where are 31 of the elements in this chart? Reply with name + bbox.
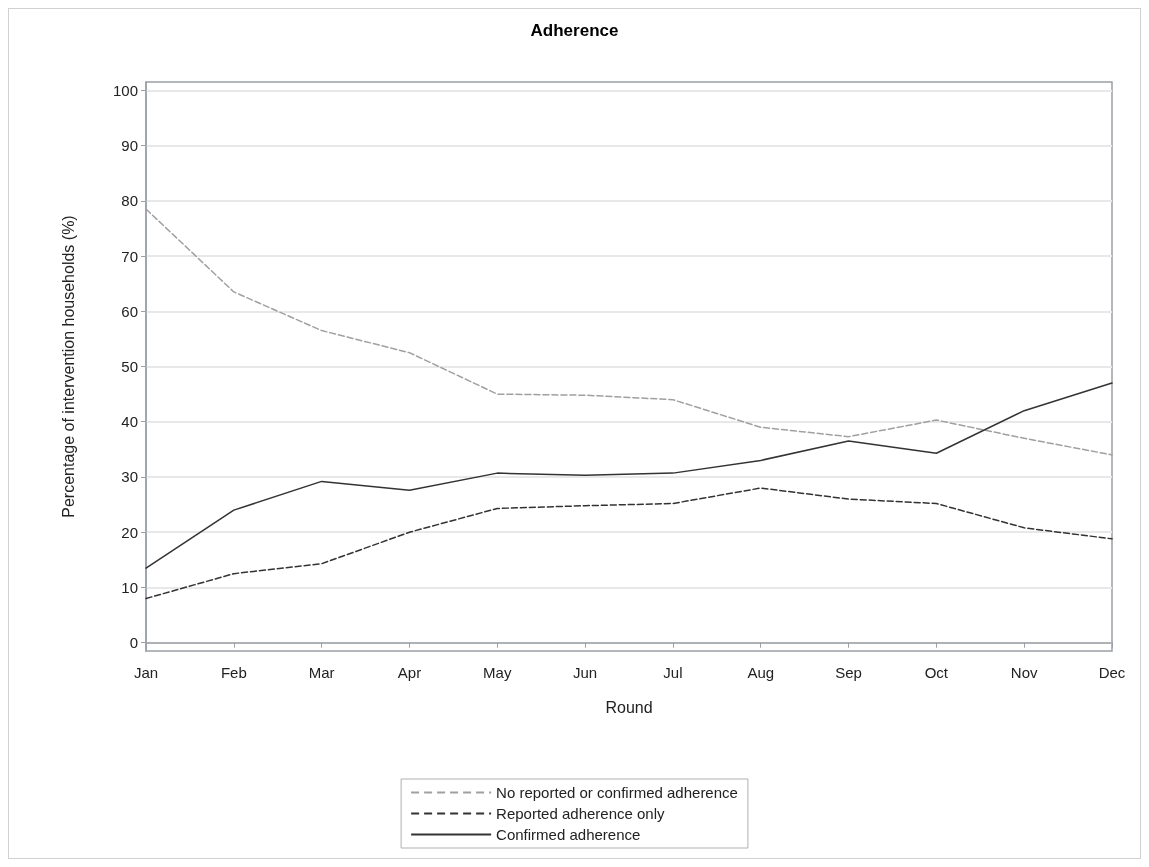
x-axis-title: Round [605,698,653,716]
x-tick-label: Sep [835,664,862,681]
x-tick-label: Oct [924,664,949,681]
y-tick-label: 80 [121,192,138,210]
x-tick-label: May [483,664,512,681]
y-tick-label: 90 [121,137,138,155]
y-tick-label: 100 [112,81,138,99]
y-tick-label: 50 [121,358,138,375]
legend-label: Confirmed adherence [496,826,641,843]
y-tick-label: 70 [121,247,138,265]
chart-title: Adherence [530,21,619,40]
x-tick-label: Mar [308,664,335,681]
legend-label: No reported or confirmed adherence [496,784,738,801]
x-tick-label: Jan [133,664,159,681]
x-tick-label: Feb [220,664,247,681]
x-tick-label: Nov [1010,664,1039,681]
x-tick-label: Jul [663,664,683,681]
x-tick-label: Dec [1098,664,1126,681]
legend-label: Reported adherence only [496,805,666,822]
x-tick-label: Aug [747,664,775,681]
y-tick-label: 0 [129,634,138,652]
y-tick-label: 40 [121,413,138,431]
x-tick-label: Apr [397,664,422,681]
y-tick-label: 20 [121,523,138,541]
line-series [145,382,1113,569]
y-tick-label: 30 [121,468,138,486]
line-series [145,487,1113,600]
y-tick-label: 60 [121,302,138,320]
y-tick-label: 10 [121,578,138,596]
y-axis-title: Percentage of intervention households (%) [59,215,77,518]
x-tick-label: Jun [573,664,598,681]
